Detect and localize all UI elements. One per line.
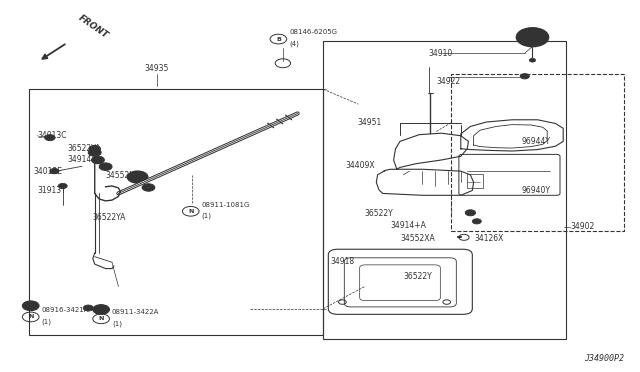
Text: 96944Y: 96944Y bbox=[522, 137, 550, 146]
Circle shape bbox=[58, 183, 67, 189]
Text: J34900P2: J34900P2 bbox=[584, 354, 624, 363]
Circle shape bbox=[92, 156, 104, 164]
Text: 34951: 34951 bbox=[357, 118, 381, 127]
Text: 36522Y: 36522Y bbox=[403, 272, 432, 280]
Text: 96940Y: 96940Y bbox=[522, 186, 550, 195]
Circle shape bbox=[465, 210, 476, 216]
Text: 34922: 34922 bbox=[436, 77, 461, 86]
Text: 34910: 34910 bbox=[429, 49, 453, 58]
Text: (1): (1) bbox=[112, 320, 122, 327]
Bar bbox=[467, 174, 483, 188]
Circle shape bbox=[472, 219, 481, 224]
Text: 34126X: 34126X bbox=[475, 234, 504, 243]
Text: 34013C: 34013C bbox=[37, 131, 67, 140]
Circle shape bbox=[529, 58, 536, 62]
Text: 36522Y: 36522Y bbox=[365, 209, 394, 218]
Text: 34918: 34918 bbox=[330, 257, 355, 266]
Circle shape bbox=[45, 135, 55, 141]
Text: (1): (1) bbox=[42, 318, 52, 325]
Text: 34902: 34902 bbox=[571, 222, 595, 231]
Circle shape bbox=[22, 301, 39, 311]
Text: (1): (1) bbox=[202, 212, 212, 219]
Text: 08911-3422A: 08911-3422A bbox=[112, 309, 159, 315]
Text: 34552X: 34552X bbox=[106, 171, 135, 180]
Circle shape bbox=[83, 305, 93, 311]
Circle shape bbox=[516, 28, 548, 46]
Text: N: N bbox=[28, 314, 33, 320]
Text: 36522YA: 36522YA bbox=[93, 213, 126, 222]
Circle shape bbox=[27, 304, 35, 308]
Text: N: N bbox=[188, 209, 193, 214]
Circle shape bbox=[88, 149, 101, 156]
Text: FRONT: FRONT bbox=[77, 13, 110, 40]
Circle shape bbox=[89, 145, 100, 152]
Text: 34914+A: 34914+A bbox=[390, 221, 426, 230]
Circle shape bbox=[97, 307, 106, 312]
Text: 34409X: 34409X bbox=[346, 161, 375, 170]
Circle shape bbox=[93, 305, 109, 314]
Circle shape bbox=[50, 169, 59, 174]
Circle shape bbox=[132, 174, 143, 180]
Bar bbox=[451, 74, 624, 231]
Text: 08146-6205G: 08146-6205G bbox=[289, 29, 337, 35]
Circle shape bbox=[127, 171, 148, 183]
Text: 08911-1081G: 08911-1081G bbox=[202, 202, 250, 208]
Text: 34914: 34914 bbox=[67, 155, 92, 164]
Text: 36522YA: 36522YA bbox=[67, 144, 100, 153]
Text: 08916-3421A: 08916-3421A bbox=[42, 307, 89, 313]
Bar bbox=[29, 89, 323, 335]
Bar bbox=[323, 41, 566, 339]
Text: B: B bbox=[276, 36, 281, 42]
Text: 34552XA: 34552XA bbox=[400, 234, 435, 243]
Circle shape bbox=[520, 74, 529, 79]
Text: (4): (4) bbox=[289, 40, 299, 47]
Text: N: N bbox=[99, 316, 104, 321]
Circle shape bbox=[142, 184, 155, 191]
Text: 34013E: 34013E bbox=[33, 167, 62, 176]
Text: 31913Y: 31913Y bbox=[37, 186, 66, 195]
Text: 34935: 34935 bbox=[145, 64, 169, 73]
Circle shape bbox=[99, 163, 112, 170]
